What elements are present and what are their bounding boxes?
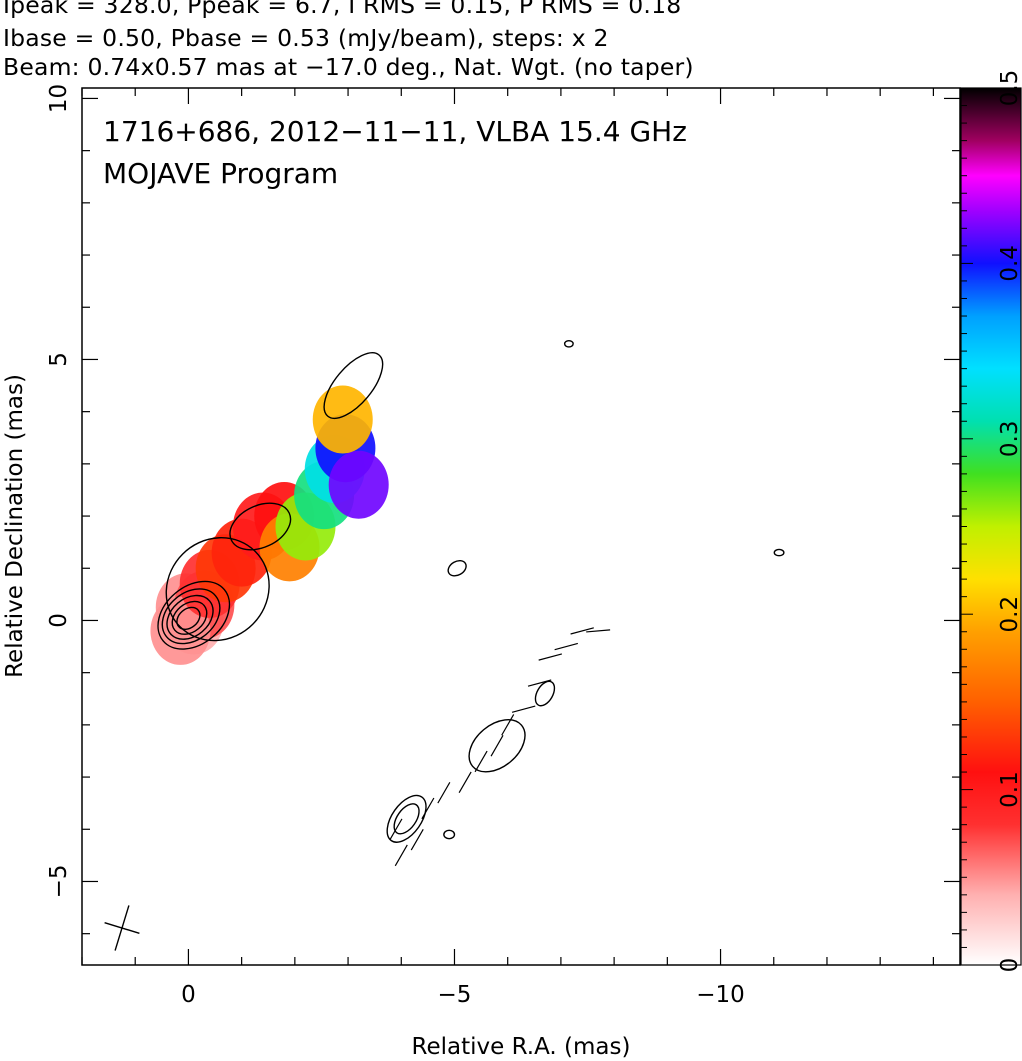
evpa-stick-7 <box>490 735 504 757</box>
contour-8 <box>323 352 384 420</box>
x-tick-label: −5 <box>438 982 472 1008</box>
beam-marker <box>104 905 140 951</box>
contour-1 <box>165 537 270 642</box>
evpa-stick-4 <box>437 782 451 804</box>
y-tick-label: 0 <box>46 613 72 628</box>
contour-6 <box>176 606 201 630</box>
contour-3 <box>161 588 221 645</box>
evpa-stick-9 <box>511 705 536 713</box>
y-tick-label: 10 <box>46 84 72 113</box>
evpa-stick-3 <box>421 797 435 820</box>
pol-pixel-15 <box>312 385 373 454</box>
header-line-2: Ibase = 0.50, Pbase = 0.53 (mJy/beam), s… <box>3 24 609 52</box>
contour-10 <box>393 803 420 835</box>
evpa-stick-8 <box>501 714 515 736</box>
contour-14 <box>773 548 785 557</box>
x-tick-label: 0 <box>181 982 196 1008</box>
y-tick-label: −5 <box>46 865 72 899</box>
contour-16 <box>443 829 456 840</box>
contour-2 <box>157 580 231 650</box>
y-axis-label: Relative Declination (mas) <box>2 374 28 678</box>
colorbar-tick-label: 0.3 <box>997 421 1022 458</box>
evpa-stick-10 <box>527 679 552 687</box>
pol-pixel-3 <box>150 596 211 665</box>
contour-4 <box>166 594 214 640</box>
fractional-polarization-pixels <box>150 385 389 665</box>
x-axis-label: Relative R.A. (mas) <box>412 1034 631 1060</box>
evpa-stick-13 <box>570 627 594 635</box>
contour-9 <box>386 794 427 843</box>
colorbar-tick-label: 0.4 <box>997 245 1022 282</box>
evpa-stick-1 <box>389 818 403 840</box>
evpa-stick-5 <box>458 771 472 793</box>
contour-12 <box>534 680 556 707</box>
colorbar-ticks: 0 0.1 0.2 0.3 0.4 0.5 <box>961 70 1022 973</box>
header-line-1: Ipeak = 328.0, Ppeak = 6.7, I RMS = 0.15… <box>3 0 682 19</box>
colorbar-tick-label: 0.5 <box>997 70 1022 107</box>
colorbar <box>960 87 1022 966</box>
contour-15 <box>447 559 467 577</box>
colorbar-tick-label: 0.1 <box>997 771 1022 808</box>
y-tick-label: 5 <box>46 352 72 367</box>
chart-subtitle: MOJAVE Program <box>103 157 338 190</box>
beam-minor-axis <box>104 922 140 934</box>
contour-13 <box>563 339 574 348</box>
evpa-stick-6 <box>474 750 488 773</box>
evpa-stick-2 <box>410 829 424 851</box>
contour-5 <box>171 600 208 635</box>
contour-11 <box>468 719 526 773</box>
chart-title: 1716+686, 2012−11−11, VLBA 15.4 GHz <box>103 115 687 148</box>
evpa-stick-14 <box>586 629 611 633</box>
intensity-contours <box>157 339 785 843</box>
header-line-3: Beam: 0.74x0.57 mas at −17.0 deg., Nat. … <box>3 53 694 81</box>
evpa-sticks <box>389 627 611 867</box>
pol-pixel-14 <box>328 450 389 519</box>
contour-7 <box>229 502 292 551</box>
colorbar-tick-label: 0 <box>997 958 1022 973</box>
axis-ticks: 0 −5 −10 −5 0 5 10 <box>46 84 960 1008</box>
evpa-stick-12 <box>554 642 578 651</box>
evpa-stick-11 <box>538 653 563 661</box>
plot-frame <box>81 87 961 966</box>
x-tick-label: −10 <box>696 982 745 1008</box>
evpa-stick-0 <box>394 844 408 867</box>
colorbar-tick-label: 0.2 <box>997 596 1022 633</box>
